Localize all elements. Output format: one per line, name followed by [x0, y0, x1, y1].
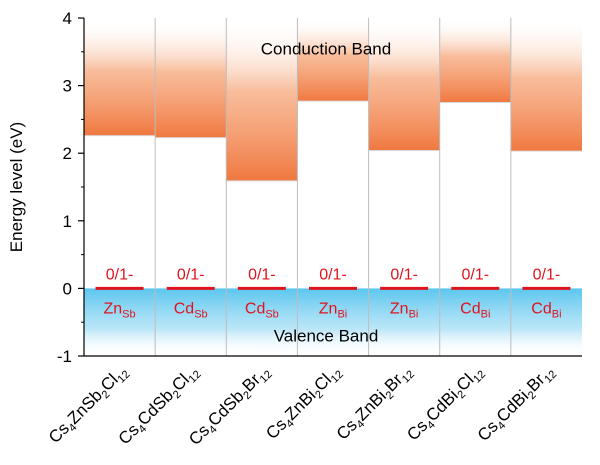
y-tick-label: 4	[63, 9, 72, 28]
defect-label: ZnBi	[319, 300, 347, 320]
y-tick-label: 1	[63, 212, 72, 231]
y-tick-label: -1	[57, 347, 72, 366]
transition-level-label: 0/1-	[319, 266, 347, 283]
defect-label: CdSb	[174, 300, 208, 320]
transition-level-label: 0/1-	[390, 266, 418, 283]
conduction-band-bar	[226, 18, 298, 181]
y-tick-label: 0	[63, 279, 72, 298]
transition-level-label: 0/1-	[461, 266, 489, 283]
transition-level-label: 0/1-	[533, 266, 561, 283]
conduction-band-bar	[368, 18, 440, 151]
conduction-band-bar	[84, 18, 156, 136]
transition-level-label: 0/1-	[106, 266, 134, 283]
y-axis-title: Energy level (eV)	[7, 122, 26, 252]
y-tick-label: 2	[63, 144, 72, 163]
conduction-band-label: Conduction Band	[261, 39, 391, 58]
transition-level-label: 0/1-	[177, 266, 205, 283]
defect-label: ZnSb	[104, 300, 136, 320]
transition-level-label: 0/1-	[248, 266, 276, 283]
compound-label: Cs4CdBi2Br12	[474, 361, 560, 447]
conduction-band-bar	[155, 18, 227, 138]
conduction-band-bar	[510, 18, 582, 152]
defect-label: ZnBi	[390, 300, 418, 320]
y-tick-label: 3	[63, 77, 72, 96]
defect-label: CdBi	[531, 300, 561, 320]
conduction-band-bar	[297, 18, 369, 102]
defect-label: CdBi	[460, 300, 490, 320]
defect-label: CdSb	[245, 300, 279, 320]
compound-label: Cs4CdSb2Br12	[185, 361, 275, 451]
valence-band-label: Valence Band	[274, 327, 379, 346]
compound-label: Cs4ZnBi2Cl12	[262, 361, 346, 445]
valence-band-region	[84, 288, 582, 356]
conduction-band-bar	[439, 18, 511, 103]
